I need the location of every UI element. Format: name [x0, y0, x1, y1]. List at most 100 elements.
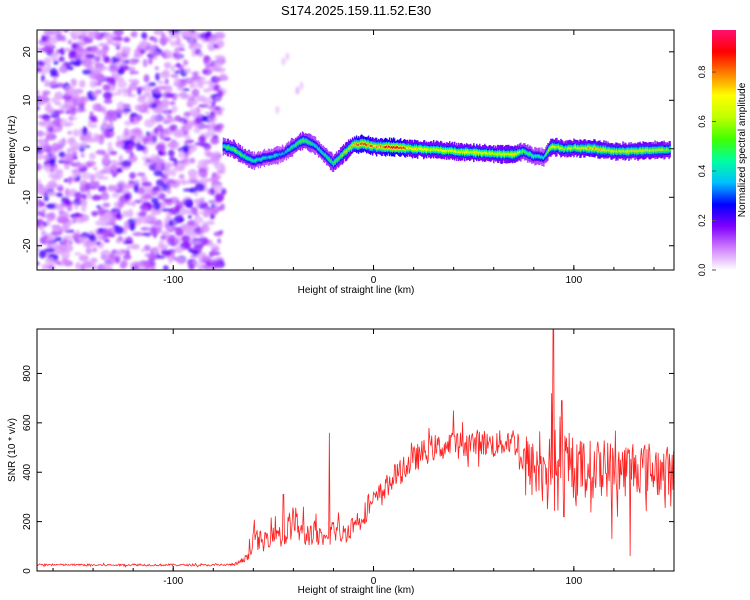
noise-blob — [170, 168, 177, 177]
ridge-cell — [343, 151, 346, 154]
noise-blob — [84, 182, 91, 191]
noise-blob — [295, 86, 300, 95]
noise-blob — [161, 230, 169, 235]
ridge-cell — [560, 147, 562, 150]
noise-blob — [153, 89, 162, 94]
noise-blob — [154, 66, 160, 71]
ridge-cell — [274, 154, 277, 157]
ridge-cell — [236, 151, 239, 154]
ridge-cell — [339, 154, 342, 158]
noise-blob — [164, 78, 169, 85]
ridge-cell — [421, 148, 423, 151]
ridge-cell — [332, 162, 335, 166]
ridge-cell — [264, 156, 267, 159]
noise-blob — [94, 170, 104, 180]
noise-blob — [57, 139, 66, 146]
ridge-cell — [428, 148, 430, 151]
noise-blob — [44, 183, 54, 190]
noise-blob — [92, 91, 99, 98]
ridge-cell — [589, 147, 591, 150]
ridge-cell — [454, 150, 456, 153]
ridge-cell — [662, 148, 664, 151]
ridge-cell — [517, 151, 519, 154]
ridge-cell — [559, 147, 561, 150]
ridge-cell — [359, 142, 362, 146]
ridge-cell — [449, 149, 451, 152]
noise-blob — [153, 127, 159, 134]
ridge-cell — [511, 153, 513, 156]
noise-blob — [37, 120, 46, 127]
noise-blob — [37, 89, 40, 96]
noise-blob — [115, 238, 120, 244]
ridge-cell — [349, 146, 352, 149]
noise-blob — [127, 208, 134, 218]
colorbar-tick-label: 0.6 — [697, 115, 707, 128]
noise-blob — [54, 101, 62, 106]
noise-blob — [188, 175, 199, 180]
ridge-cell — [296, 142, 299, 145]
noise-blob — [153, 31, 162, 35]
noise-blob — [37, 153, 41, 161]
ridge-cell — [309, 142, 312, 145]
noise-blob — [54, 91, 63, 101]
ridge-cell — [527, 152, 529, 155]
ridge-cell — [273, 154, 276, 157]
ridge-cell — [243, 154, 246, 158]
noise-blob — [174, 115, 182, 122]
noise-blob — [195, 201, 200, 208]
noise-blob — [169, 101, 176, 106]
ridge-cell — [479, 151, 481, 154]
ridge-cell — [403, 147, 406, 150]
noise-blob — [210, 214, 215, 219]
noise-blob — [170, 74, 179, 78]
noise-blob — [65, 110, 71, 114]
ridge-cell — [286, 149, 289, 152]
noise-blob — [205, 178, 215, 182]
noise-blob — [184, 60, 189, 66]
noise-blob — [134, 179, 140, 184]
noise-blob — [68, 50, 77, 59]
noise-blob — [116, 135, 122, 142]
ridge-cell — [612, 149, 614, 153]
ridge-cell — [443, 149, 445, 153]
noise-blob — [179, 91, 187, 97]
noise-blob — [67, 39, 73, 45]
ridge-cell — [380, 146, 383, 149]
ridge-cell — [422, 148, 424, 151]
noise-blob — [132, 54, 143, 58]
noise-blob — [45, 237, 54, 243]
noise-blob — [125, 249, 130, 256]
noise-blob — [191, 84, 198, 88]
noise-blob — [98, 134, 106, 139]
ridge-cell — [608, 149, 610, 152]
noise-blob — [164, 85, 173, 94]
snr-ylabel: SNR (10 * v/v) — [7, 418, 18, 482]
noise-blob — [163, 168, 172, 177]
noise-blob — [175, 37, 182, 46]
ridge-cell — [532, 154, 534, 158]
ridge-cell — [621, 150, 623, 153]
noise-blob — [207, 35, 219, 43]
ridge-cell — [326, 156, 329, 159]
noise-blob — [48, 191, 56, 196]
noise-blob — [199, 124, 206, 129]
ridge-cell — [543, 156, 545, 159]
noise-blob — [108, 66, 119, 74]
ridge-cell — [520, 151, 522, 154]
noise-blob — [138, 211, 147, 218]
noise-blob — [37, 67, 43, 73]
noise-blob — [69, 108, 77, 116]
ridge-cell — [397, 146, 400, 150]
ridge-cell — [253, 159, 256, 162]
ridge-cell — [258, 157, 261, 161]
ridge-cell — [633, 149, 635, 152]
ridge-cell — [374, 145, 377, 148]
noise-blob — [179, 241, 191, 249]
ridge-cell — [441, 149, 443, 152]
spectrogram-ytick-label: 20 — [22, 46, 33, 58]
ridge-cell — [276, 154, 279, 157]
noise-blob — [160, 99, 170, 107]
ridge-cell — [358, 143, 361, 146]
ridge-cell — [307, 141, 310, 144]
noise-blob — [37, 261, 40, 266]
